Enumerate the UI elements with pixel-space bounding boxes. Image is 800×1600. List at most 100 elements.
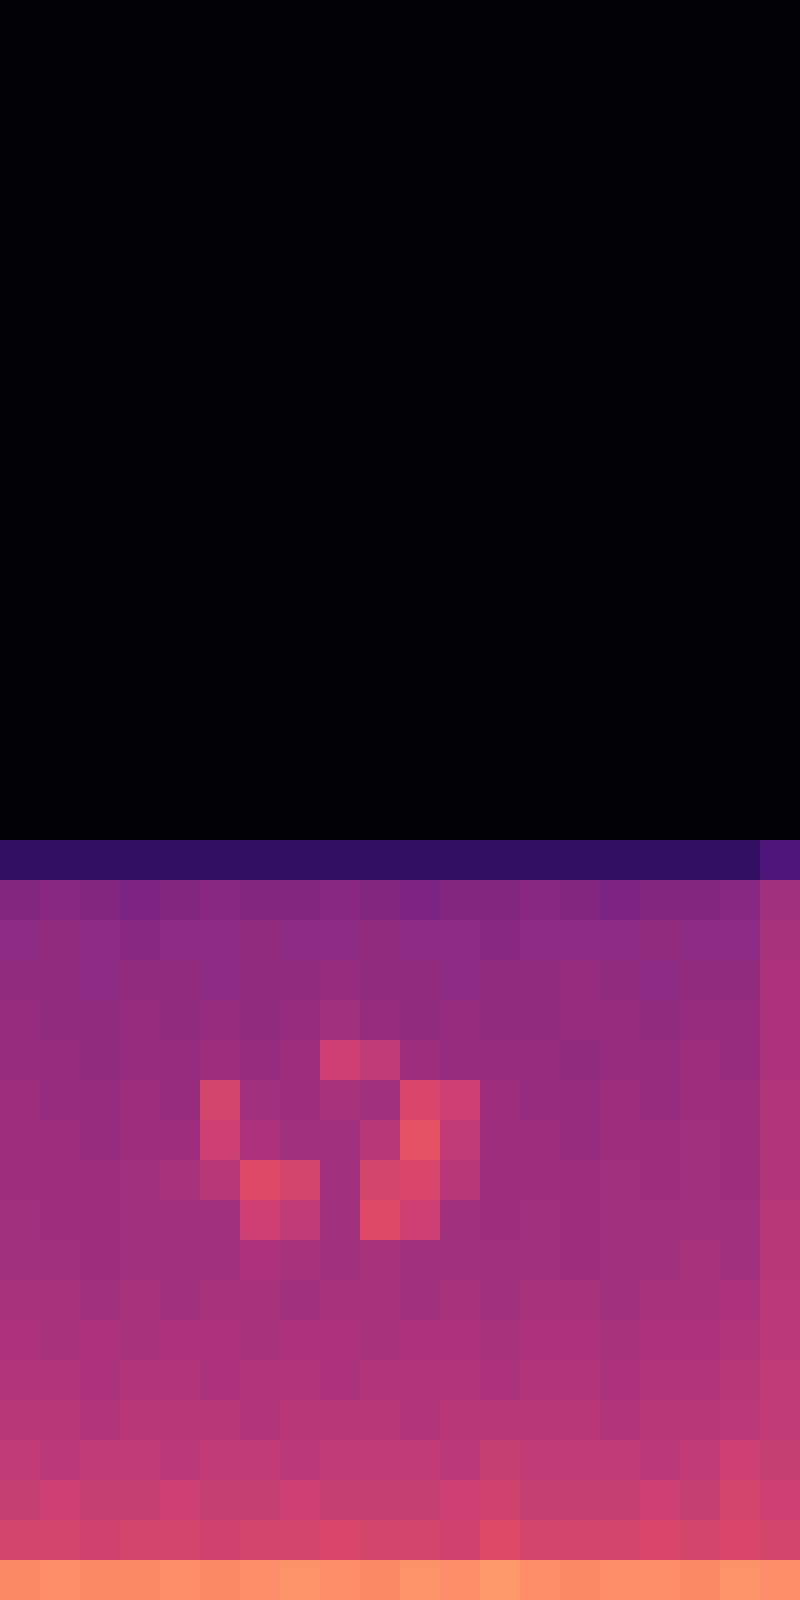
cell [440,120,481,161]
cell [600,120,641,161]
cell [440,320,481,361]
cell [0,0,41,41]
cell [720,1000,761,1041]
cell [160,280,201,321]
cell [680,1000,721,1041]
cell [400,0,441,41]
cell [560,1520,601,1561]
cell [240,360,281,401]
cell [600,1400,641,1441]
cell [560,960,601,1001]
cell [280,1160,321,1201]
cell [280,240,321,281]
cell [280,920,321,961]
cell [320,1360,361,1401]
cell [480,320,521,361]
cell [360,560,401,601]
cell [280,560,321,601]
cell [120,400,161,441]
cell [520,280,561,321]
cell [200,400,241,441]
cell [640,920,681,961]
cell [360,160,401,201]
cell [240,600,281,641]
cell [80,1360,121,1401]
cell [200,1000,241,1041]
cell [40,760,81,801]
cell [760,240,800,281]
cell [200,1360,241,1401]
cell [360,1520,401,1561]
cell [640,560,681,601]
cell [40,800,81,841]
cell [520,80,561,121]
cell [440,800,481,841]
cell [760,40,800,81]
cell [680,1200,721,1241]
cell [520,0,561,41]
cell [360,1440,401,1481]
cell [0,1080,41,1121]
cell [120,920,161,961]
cell [160,1320,201,1361]
cell [760,840,800,881]
cell [40,1520,81,1561]
cell [120,240,161,281]
cell [640,760,681,801]
cell [320,960,361,1001]
cell [640,800,681,841]
cell [280,1320,321,1361]
cell [40,1480,81,1521]
cell [720,480,761,521]
cell [680,1160,721,1201]
cell [600,1240,641,1281]
cell [600,680,641,721]
cell [560,1320,601,1361]
cell [760,1160,800,1201]
cell [440,1400,481,1441]
cell [480,1080,521,1121]
cell [640,1080,681,1121]
cell [680,680,721,721]
cell [480,1000,521,1041]
cell [280,960,321,1001]
cell [400,1440,441,1481]
cell [640,1400,681,1441]
cell [320,640,361,681]
cell [600,1560,641,1600]
cell [320,360,361,401]
cell [680,1280,721,1321]
cell [400,960,441,1001]
cell [120,160,161,201]
cell [80,600,121,641]
cell [320,240,361,281]
cell [760,1560,800,1600]
cell [680,280,721,321]
cell [160,1520,201,1561]
cell [40,1320,81,1361]
cell [320,40,361,81]
cell [680,1320,721,1361]
cell [40,960,81,1001]
cell [0,1440,41,1481]
cell [200,440,241,481]
cell [200,1080,241,1121]
cell [520,1000,561,1041]
cell [360,1240,401,1281]
cell [520,920,561,961]
cell [40,840,81,881]
cell [80,960,121,1001]
cell [160,240,201,281]
cell [280,680,321,721]
cell [640,880,681,921]
cell [200,720,241,761]
cell [360,1000,401,1041]
cell [160,1160,201,1201]
cell [280,40,321,81]
cell [560,1280,601,1321]
cell [400,1560,441,1600]
cell [160,320,201,361]
cell [680,600,721,641]
cell [120,80,161,121]
cell [480,1280,521,1321]
